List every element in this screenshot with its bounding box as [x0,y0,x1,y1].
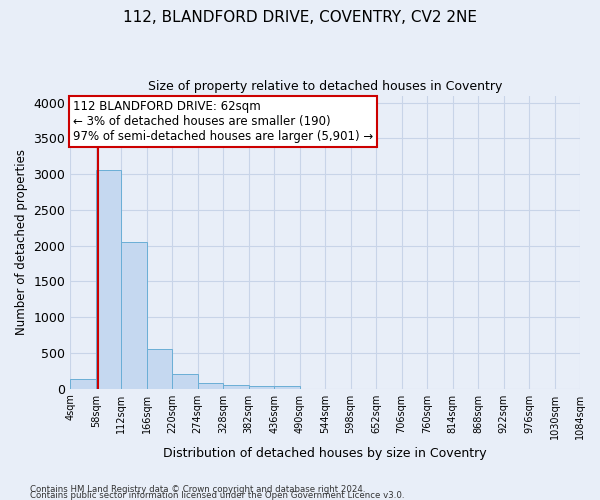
Bar [70,378,96,388]
Bar [274,386,299,388]
Text: Contains HM Land Registry data © Crown copyright and database right 2024.: Contains HM Land Registry data © Crown c… [30,484,365,494]
Y-axis label: Number of detached properties: Number of detached properties [15,149,28,335]
Bar [223,384,248,388]
Bar [172,374,198,388]
Bar [248,386,274,388]
X-axis label: Distribution of detached houses by size in Coventry: Distribution of detached houses by size … [163,447,487,460]
Text: 112 BLANDFORD DRIVE: 62sqm
← 3% of detached houses are smaller (190)
97% of semi: 112 BLANDFORD DRIVE: 62sqm ← 3% of detac… [73,100,373,143]
Text: Contains public sector information licensed under the Open Government Licence v3: Contains public sector information licen… [30,490,404,500]
Text: 112, BLANDFORD DRIVE, COVENTRY, CV2 2NE: 112, BLANDFORD DRIVE, COVENTRY, CV2 2NE [123,10,477,25]
Bar [147,348,172,389]
Bar [121,242,147,388]
Title: Size of property relative to detached houses in Coventry: Size of property relative to detached ho… [148,80,502,93]
Bar [198,383,223,388]
Bar [96,170,121,388]
